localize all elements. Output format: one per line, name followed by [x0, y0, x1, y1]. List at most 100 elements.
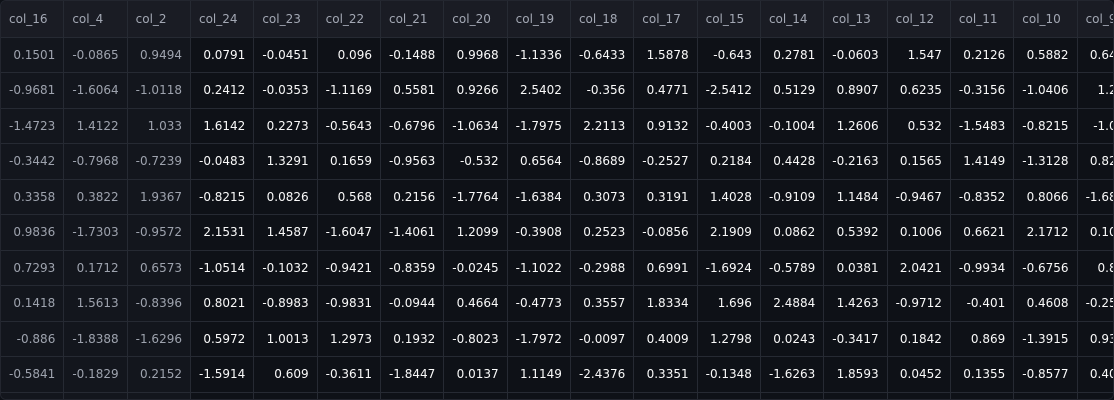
table-cell[interactable]: -1.6296	[127, 321, 191, 357]
table-cell[interactable]: -0.0483	[190, 143, 255, 180]
table-cell[interactable]: -0.1004	[760, 108, 825, 144]
table-cell[interactable]: -0.9831	[317, 285, 381, 322]
table-cell[interactable]: 0.6431	[1077, 37, 1113, 73]
table-cell[interactable]: -0.3908	[507, 214, 571, 251]
table-cell[interactable]: 2.5402	[507, 72, 571, 109]
table-cell[interactable]: 1.3291	[253, 143, 318, 180]
column-header-col-17[interactable]: col_17	[633, 1, 698, 38]
column-header-col-9[interactable]: col_9	[1077, 1, 1113, 38]
table-cell[interactable]: -0.3442	[1, 143, 65, 180]
table-cell[interactable]: 0.869	[950, 321, 1015, 357]
table-cell[interactable]: 0.3191	[633, 179, 698, 215]
table-cell[interactable]: 0.1712	[63, 250, 128, 286]
table-cell[interactable]: 0.3557	[570, 285, 635, 322]
column-header-col-23[interactable]: col_23	[253, 1, 318, 38]
table-cell[interactable]: 0.9968	[443, 37, 508, 73]
table-cell[interactable]: 0.2781	[760, 37, 825, 73]
table-cell[interactable]: 0.4009	[633, 321, 698, 357]
table-cell[interactable]: 2.4884	[760, 285, 825, 322]
table-cell[interactable]: -0.0245	[443, 250, 508, 286]
column-header-col-13[interactable]: col_13	[823, 1, 888, 38]
table-cell[interactable]: -0.5643	[317, 108, 381, 144]
table-cell[interactable]: -1.6064	[63, 72, 128, 109]
table-cell[interactable]: 1.6142	[190, 108, 255, 144]
table-cell[interactable]: -0.9681	[1, 72, 65, 109]
table-cell[interactable]: -1.006	[1077, 108, 1113, 144]
table-cell[interactable]: 0.5581	[380, 72, 445, 109]
table-cell[interactable]: 0.6573	[127, 250, 191, 286]
table-cell[interactable]: -0.643	[697, 37, 761, 73]
table-cell[interactable]: 0.0243	[760, 321, 825, 357]
table-cell[interactable]: 0.568	[317, 179, 381, 215]
table-cell[interactable]: -1.3128	[1013, 143, 1078, 180]
table-cell[interactable]: 0.4771	[633, 72, 698, 109]
table-cell[interactable]: 0.4664	[443, 285, 508, 322]
table-cell[interactable]: -1.7303	[63, 214, 128, 251]
table-cell[interactable]: 2.1909	[697, 214, 761, 251]
table-cell[interactable]: -0.356	[570, 72, 635, 109]
table-cell[interactable]: -0.6433	[570, 37, 635, 73]
table-cell[interactable]: 0.6564	[507, 143, 571, 180]
table-cell[interactable]: 1.696	[697, 285, 761, 322]
table-cell[interactable]: -0.8352	[950, 179, 1015, 215]
table-cell[interactable]: 2.1531	[190, 214, 255, 251]
table-cell[interactable]: 0.4005	[1077, 356, 1113, 393]
column-header-col-20[interactable]: col_20	[443, 1, 508, 38]
table-cell[interactable]: -1.6924	[697, 250, 761, 286]
table-cell[interactable]: 1.8593	[823, 356, 888, 393]
table-cell[interactable]: 0.2412	[190, 72, 255, 109]
table-cell[interactable]: 1.9367	[127, 179, 191, 215]
table-cell[interactable]: -0.9109	[760, 179, 825, 215]
table-cell[interactable]: 0.1501	[1, 37, 65, 73]
column-header-col-10[interactable]: col_10	[1013, 1, 1078, 38]
table-cell[interactable]: 0.6621	[950, 214, 1015, 251]
table-cell[interactable]: -1.5483	[950, 108, 1015, 144]
table-cell[interactable]: -0.8983	[253, 285, 318, 322]
table-cell[interactable]: 0.096	[317, 37, 381, 73]
table-cell[interactable]: -0.4003	[697, 108, 761, 144]
table-cell[interactable]: 0.0381	[823, 250, 888, 286]
table-cell[interactable]: 1.4028	[697, 179, 761, 215]
table-cell[interactable]: 0.9494	[127, 37, 191, 73]
table-cell[interactable]: -0.5789	[760, 250, 825, 286]
table-cell[interactable]: -0.1829	[63, 356, 128, 393]
table-cell[interactable]: -0.0856	[633, 214, 698, 251]
column-header-col-19[interactable]: col_19	[507, 1, 571, 38]
table-cell[interactable]: -0.2527	[633, 143, 698, 180]
table-cell[interactable]: -0.0451	[253, 37, 318, 73]
table-cell[interactable]: 2.0421	[887, 250, 951, 286]
table-cell[interactable]: 0.3073	[570, 179, 635, 215]
table-cell[interactable]: -1.8447	[380, 356, 445, 393]
table-cell[interactable]: 0.2273	[253, 108, 318, 144]
table-cell[interactable]: -0.8577	[1013, 356, 1078, 393]
table-cell[interactable]: -0.7968	[63, 143, 128, 180]
table-cell[interactable]: -0.8215	[1013, 108, 1078, 144]
table-cell[interactable]: -1.0634	[443, 108, 508, 144]
table-cell[interactable]: -0.7239	[127, 143, 191, 180]
table-cell[interactable]: 1.0013	[253, 321, 318, 357]
table-cell[interactable]: -0.9934	[950, 250, 1015, 286]
table-cell[interactable]: 0.9266	[443, 72, 508, 109]
table-cell[interactable]: -1.7975	[507, 108, 571, 144]
table-cell[interactable]: 0.0137	[443, 356, 508, 393]
table-cell[interactable]: -0.401	[950, 285, 1015, 322]
table-cell[interactable]: 1.5878	[633, 37, 698, 73]
table-cell[interactable]: -1.7764	[443, 179, 508, 215]
table-cell[interactable]: -0.2163	[823, 143, 888, 180]
table-cell[interactable]: -0.4773	[507, 285, 571, 322]
table-cell[interactable]: -0.6756	[1013, 250, 1078, 286]
table-cell[interactable]: -2.5412	[697, 72, 761, 109]
table-cell[interactable]: -0.9572	[127, 214, 191, 251]
table-cell[interactable]: 1.1484	[823, 179, 888, 215]
column-header-col-21[interactable]: col_21	[380, 1, 445, 38]
table-cell[interactable]: -2.4376	[570, 356, 635, 393]
table-cell[interactable]: 0.532	[887, 108, 951, 144]
table-cell[interactable]: 1.4587	[253, 214, 318, 251]
table-cell[interactable]: -0.886	[1, 321, 65, 357]
table-cell[interactable]: 1.8334	[633, 285, 698, 322]
table-cell[interactable]: 1.547	[887, 37, 951, 73]
table-cell[interactable]: -0.2563	[1077, 285, 1113, 322]
table-cell[interactable]: -1.0118	[127, 72, 191, 109]
table-cell[interactable]: 0.0791	[190, 37, 255, 73]
